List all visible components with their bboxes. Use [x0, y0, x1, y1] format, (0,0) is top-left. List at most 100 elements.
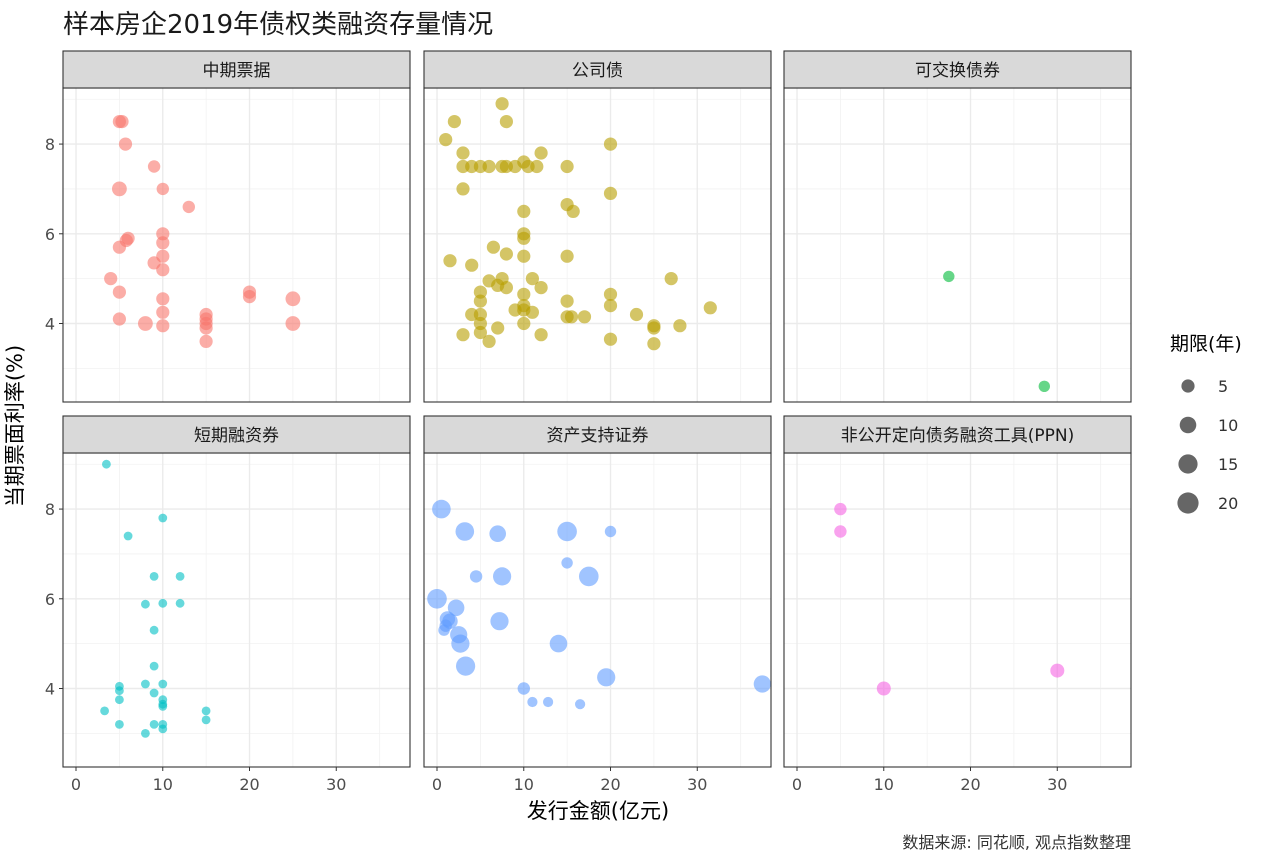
data-point	[566, 204, 580, 218]
data-point	[115, 115, 129, 129]
facet-panel: 公司债	[423, 50, 772, 403]
x-tick-label: 20	[600, 775, 620, 794]
data-point	[495, 97, 509, 111]
y-tick-label: 6	[45, 225, 55, 244]
facet-strip	[783, 50, 1132, 89]
data-point	[560, 249, 574, 263]
size-legend: 期限(年) 5 10 15 20	[1170, 333, 1242, 514]
data-point	[486, 240, 500, 254]
data-point	[158, 513, 168, 523]
x-tick-label: 20	[239, 775, 259, 794]
x-tick-label: 10	[153, 775, 173, 794]
data-point	[141, 729, 150, 738]
data-point	[156, 319, 170, 333]
data-point	[575, 699, 586, 710]
data-point	[603, 332, 618, 346]
data-point	[469, 570, 483, 583]
data-point	[138, 316, 153, 331]
facet-panel: 非公开定向债务融资工具(PPN) 0 10 20 30	[783, 415, 1132, 794]
data-point	[499, 247, 513, 261]
data-point	[597, 668, 616, 687]
data-point	[534, 328, 548, 342]
data-point	[158, 702, 168, 711]
data-point	[456, 182, 470, 196]
facet-label: 非公开定向债务融资工具(PPN)	[841, 426, 1074, 446]
data-point	[534, 146, 548, 160]
panel-background	[424, 88, 771, 402]
data-point	[112, 285, 126, 299]
data-point	[147, 160, 161, 173]
facet-strip	[423, 415, 772, 454]
data-point	[499, 281, 513, 295]
data-point	[517, 287, 531, 301]
data-point	[1050, 663, 1065, 678]
data-point	[557, 521, 577, 542]
data-point	[491, 321, 505, 335]
data-point	[199, 334, 213, 348]
data-point	[647, 321, 661, 335]
facet-panel: 短期融资券 4 6 8 0 10 20 30	[45, 415, 411, 794]
data-point	[158, 679, 168, 689]
y-tick-label: 8	[45, 135, 55, 154]
data-point	[493, 567, 512, 586]
data-point	[156, 292, 170, 306]
x-tick-label: 10	[514, 775, 534, 794]
data-point	[149, 625, 159, 635]
data-point	[517, 682, 530, 695]
data-point	[149, 720, 159, 729]
data-point	[834, 525, 847, 538]
data-point	[549, 634, 568, 653]
y-tick-label: 4	[45, 680, 55, 699]
data-point	[456, 328, 470, 342]
x-tick-label: 20	[960, 775, 980, 794]
data-point	[560, 159, 574, 174]
data-point	[141, 679, 150, 689]
panel-background	[784, 453, 1131, 767]
data-point	[534, 281, 548, 295]
data-point	[456, 656, 476, 676]
data-point	[603, 287, 618, 301]
data-point	[603, 186, 618, 200]
data-point	[482, 334, 496, 348]
data-point	[527, 696, 538, 708]
data-point	[517, 204, 531, 218]
legend-key-circle	[1181, 379, 1195, 393]
caption: 数据来源: 同花顺, 观点指数整理	[902, 833, 1131, 852]
data-point	[579, 566, 599, 587]
data-point	[499, 115, 513, 129]
data-point	[525, 305, 540, 319]
facet-label: 公司债	[572, 61, 623, 81]
data-point	[439, 133, 453, 147]
data-point	[102, 459, 111, 469]
data-point	[156, 236, 170, 250]
data-point	[482, 159, 496, 174]
data-point	[115, 695, 124, 705]
data-point	[447, 115, 461, 129]
panel-background	[424, 453, 771, 767]
facet-label: 短期融资券	[194, 426, 279, 446]
data-point	[508, 159, 522, 174]
facet-panel: 资产支持证券 0 10 20 30	[423, 415, 772, 794]
data-point	[182, 200, 195, 214]
data-point	[673, 319, 687, 333]
facet-strip	[423, 50, 772, 89]
data-point	[456, 146, 470, 160]
facet-strip	[783, 415, 1132, 454]
data-point	[943, 270, 955, 283]
data-point	[465, 307, 479, 322]
data-point	[156, 305, 170, 319]
data-point	[118, 137, 133, 151]
data-point	[703, 301, 717, 315]
data-point	[201, 706, 211, 716]
facet-panel: 中期票据 4 6 8	[45, 50, 411, 403]
data-point	[285, 291, 301, 307]
x-tick-label: 30	[687, 775, 707, 794]
data-point	[242, 290, 257, 304]
data-point	[201, 715, 211, 725]
data-point	[834, 502, 847, 516]
data-point	[753, 675, 771, 693]
data-point	[112, 312, 126, 326]
facet-label: 中期票据	[203, 61, 271, 81]
x-axis-title: 发行金额(亿元)	[527, 799, 669, 823]
